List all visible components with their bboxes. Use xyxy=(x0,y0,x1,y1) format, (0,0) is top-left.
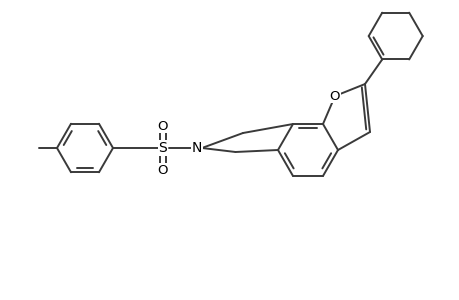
Text: N: N xyxy=(191,141,202,155)
Text: S: S xyxy=(158,141,167,155)
Text: O: O xyxy=(157,119,168,133)
Text: O: O xyxy=(157,164,168,176)
Text: O: O xyxy=(329,89,340,103)
